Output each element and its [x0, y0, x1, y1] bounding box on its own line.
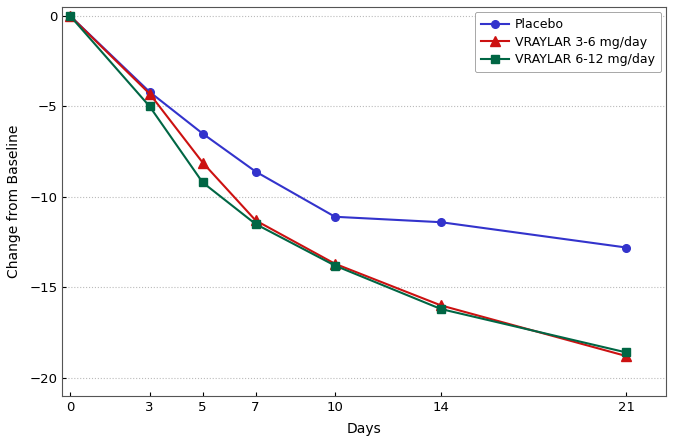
Placebo [437, 220, 445, 225]
VRAYLAR 6-12 mg/day [331, 263, 339, 268]
VRAYLAR 3-6 mg/day [623, 354, 631, 359]
Line: VRAYLAR 6-12 mg/day: VRAYLAR 6-12 mg/day [67, 12, 630, 356]
Placebo [252, 169, 260, 174]
VRAYLAR 3-6 mg/day [437, 303, 445, 308]
VRAYLAR 6-12 mg/day [623, 350, 631, 355]
Legend: Placebo, VRAYLAR 3-6 mg/day, VRAYLAR 6-12 mg/day: Placebo, VRAYLAR 3-6 mg/day, VRAYLAR 6-1… [475, 12, 661, 72]
VRAYLAR 6-12 mg/day [66, 13, 74, 19]
Y-axis label: Change from Baseline: Change from Baseline [7, 125, 21, 278]
X-axis label: Days: Days [347, 422, 382, 436]
Line: Placebo: Placebo [67, 12, 630, 251]
Placebo [331, 214, 339, 219]
Line: VRAYLAR 3-6 mg/day: VRAYLAR 3-6 mg/day [65, 11, 631, 361]
VRAYLAR 6-12 mg/day [145, 104, 153, 109]
VRAYLAR 6-12 mg/day [252, 222, 260, 227]
VRAYLAR 3-6 mg/day [199, 160, 207, 165]
VRAYLAR 3-6 mg/day [252, 218, 260, 223]
VRAYLAR 6-12 mg/day [199, 180, 207, 185]
VRAYLAR 3-6 mg/day [145, 91, 153, 97]
Placebo [623, 245, 631, 250]
Placebo [145, 89, 153, 95]
Placebo [199, 131, 207, 136]
VRAYLAR 6-12 mg/day [437, 307, 445, 312]
VRAYLAR 3-6 mg/day [331, 261, 339, 267]
Placebo [66, 13, 74, 19]
VRAYLAR 3-6 mg/day [66, 13, 74, 19]
